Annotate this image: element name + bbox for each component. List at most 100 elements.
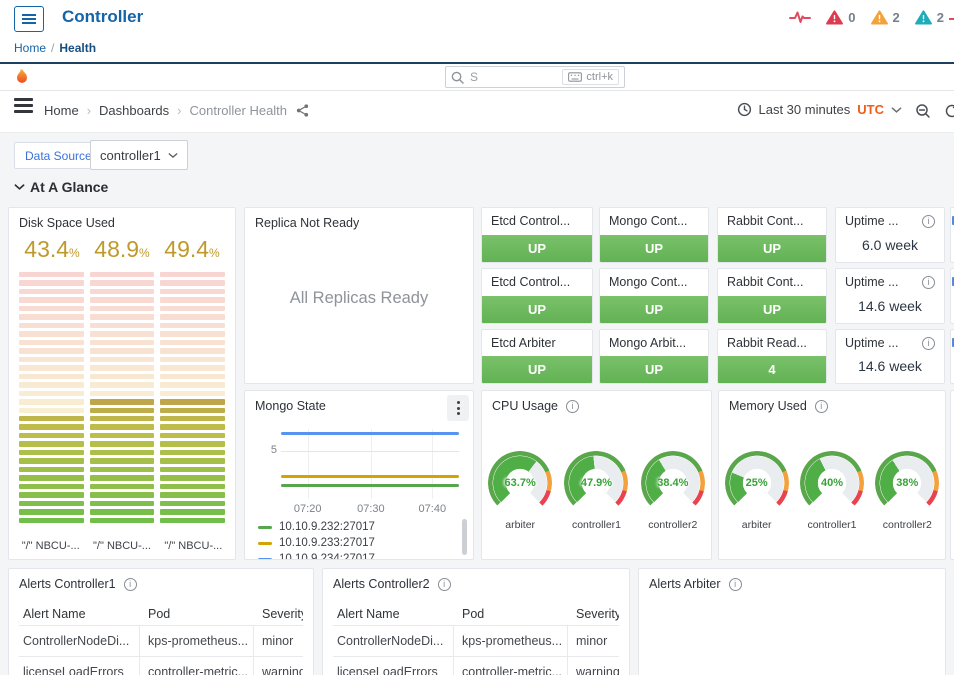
legend-item[interactable]: 10.10.9.232:27017 (258, 521, 375, 533)
panel-status-rabbit-read-: Rabbit Read...4 (717, 329, 827, 384)
panel-title-row: Mongo Cont... (600, 208, 708, 228)
table-row[interactable]: ControllerNodeDi...kps-prometheus...mino… (19, 625, 303, 656)
panel-title: Etcd Control... (491, 214, 570, 228)
gauge-cell (90, 450, 155, 455)
gauge-cell (90, 331, 155, 336)
gauge-cell (19, 424, 84, 429)
legend-item[interactable]: 10.10.9.234:27017 (258, 553, 375, 560)
gauge-cell (160, 467, 225, 472)
gauge-cell (90, 280, 155, 285)
dashboard-breadcrumb-item[interactable]: Home (44, 103, 79, 118)
panel-title: Etcd Control... (491, 275, 570, 289)
legend-series-name: 10.10.9.233:27017 (279, 537, 375, 549)
info-icon[interactable]: i (922, 215, 935, 228)
legend-scrollbar[interactable] (462, 519, 467, 555)
search-input[interactable] (468, 69, 558, 85)
grafana-menu-button[interactable] (14, 104, 33, 119)
zoom-out-icon[interactable] (915, 103, 931, 119)
disk-usage-value: 49.4% (157, 236, 227, 263)
panel-status-mongo-cont-: Mongo Cont...UP (599, 207, 709, 263)
gridline-horizontal: 5 (281, 451, 459, 452)
legend-color-dash (258, 558, 272, 561)
legend-item[interactable]: 10.10.9.233:27017 (258, 537, 375, 549)
alert-indicator-minor[interactable]: 2 (915, 10, 944, 25)
timezone-label: UTC (857, 102, 884, 117)
clipped-edge-icon (949, 10, 954, 26)
gauge-cell (160, 408, 225, 413)
gauge-value: 47.9% (564, 451, 628, 515)
info-icon[interactable]: i (124, 578, 137, 591)
refresh-icon[interactable] (944, 103, 954, 121)
app-menu-button[interactable] (14, 6, 44, 32)
gauge-cell (90, 492, 155, 497)
table-row[interactable]: licenseLoadErrorscontroller-metric...war… (333, 656, 619, 675)
gauge: 40%controller1 (794, 451, 869, 531)
info-icon[interactable]: i (438, 578, 451, 591)
disk-values: 43.4%48.9%49.4% (17, 236, 227, 263)
panel-alerts-controller2: Alerts Controller2iAlert NamePodSeverity… (322, 568, 630, 675)
alert-indicator-critical[interactable]: 0 (826, 10, 855, 25)
gauge-cell (90, 340, 155, 345)
dashboard-breadcrumb-item[interactable]: Dashboards (99, 103, 169, 118)
table-cell: ControllerNodeDi... (333, 626, 454, 656)
disk-bar-gauge (19, 272, 84, 523)
section-at-a-glance[interactable]: At A Glance (14, 179, 108, 195)
heartbeat-icon[interactable] (789, 9, 811, 25)
column-header: Severity (568, 607, 619, 621)
panel-status-mongo-arbit-: Mongo Arbit...UP (599, 329, 709, 384)
gauge-cell (19, 340, 84, 345)
section-title: At A Glance (30, 179, 108, 195)
gauge-cell (19, 374, 84, 379)
table-cell: controller-metric... (140, 657, 254, 675)
gauge-cell (90, 424, 155, 429)
info-icon[interactable]: i (566, 400, 579, 413)
gauge-cell (19, 441, 84, 446)
gauge-value: 38% (875, 451, 939, 515)
gauge-cell (19, 416, 84, 421)
breadcrumb-current[interactable]: Health (59, 41, 96, 55)
table-row[interactable]: ControllerNodeDi...kps-prometheus...mino… (333, 625, 619, 656)
gauge-cell (19, 501, 84, 506)
disk-usage-value: 48.9% (87, 236, 157, 263)
y-axis-tick: 5 (261, 444, 277, 456)
panel-status-rabbit-cont-: Rabbit Cont...UP (717, 207, 827, 263)
info-icon[interactable]: i (729, 578, 742, 591)
share-icon[interactable] (295, 103, 310, 118)
grafana-logo-icon[interactable] (12, 67, 32, 87)
panel-title-row: Etcd Control... (482, 208, 592, 228)
column-header: Severity (254, 607, 303, 621)
gauge-cell (160, 518, 225, 523)
alert-indicator-major[interactable]: 2 (871, 10, 900, 25)
table-cell: warning (568, 657, 619, 675)
info-icon[interactable]: i (922, 337, 935, 350)
panel-title: Memory Used (729, 399, 807, 413)
panel-mongo-state: Mongo State 5 07:2007:3007:40 10.10.9.23… (244, 390, 474, 560)
gauge-cell (90, 518, 155, 523)
series-line (281, 484, 459, 487)
gauge-cell (19, 314, 84, 319)
time-picker[interactable]: Last 30 minutes UTC (737, 102, 903, 117)
panel-title-row: Uptime ...i (836, 269, 944, 289)
gauge-cell (160, 365, 225, 370)
breadcrumb-home[interactable]: Home (14, 41, 46, 55)
info-icon[interactable]: i (815, 400, 828, 413)
gauge-cell (19, 280, 84, 285)
grafana-header: ctrl+k (0, 64, 954, 91)
legend-color-dash (258, 542, 272, 545)
dashboard-breadcrumb-item[interactable]: Controller Health (189, 103, 287, 118)
gauge-cell (160, 314, 225, 319)
gauge-cell (19, 391, 84, 396)
chevron-down-icon (168, 152, 178, 159)
table-cell: kps-prometheus... (454, 626, 568, 656)
gauge: 38.4%controller2 (635, 451, 711, 531)
gauge-cell (160, 357, 225, 362)
panel-alerts-arbiter: Alerts Arbiteri (638, 568, 946, 675)
info-icon[interactable]: i (922, 276, 935, 289)
panel-menu-icon[interactable] (447, 395, 469, 421)
table-row[interactable]: licenseLoadErrorscontroller-metric...war… (19, 656, 303, 675)
panel-memory-used: Memory Used i 25%arbiter40%controller138… (718, 390, 946, 560)
search-box[interactable]: ctrl+k (445, 66, 625, 88)
app-window: Controller Home/Health 022 (0, 0, 954, 675)
gauge-cell (160, 484, 225, 489)
datasource-dropdown[interactable]: controller1 (90, 140, 188, 170)
